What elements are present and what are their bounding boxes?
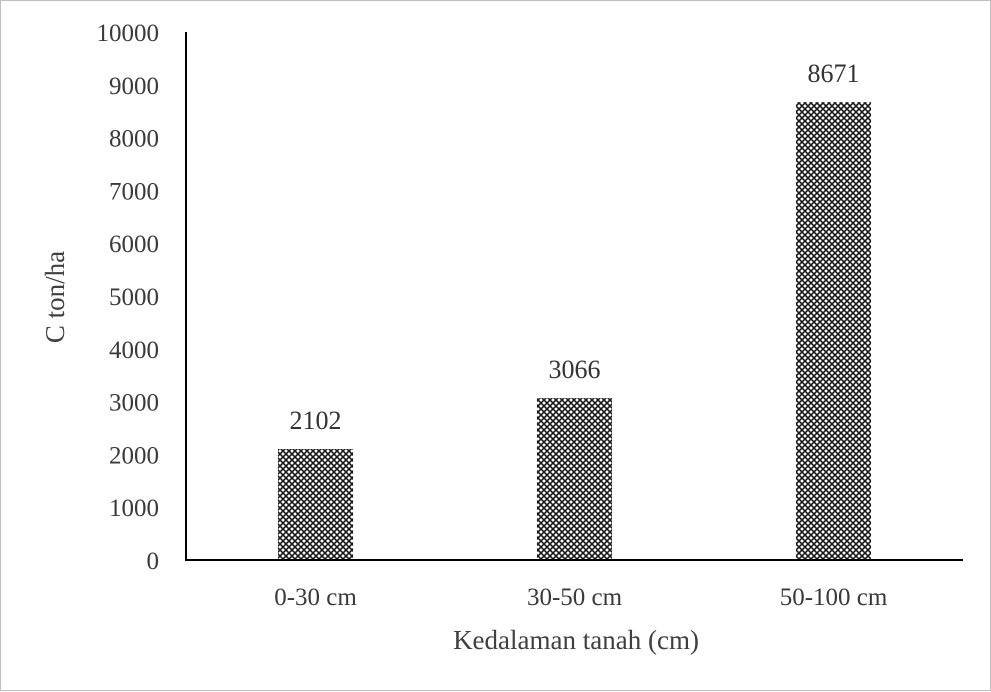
x-tick-label: 50-100 cm bbox=[780, 584, 888, 611]
y-tick-label: 3000 bbox=[109, 390, 159, 417]
y-tick-label: 6000 bbox=[109, 231, 159, 258]
y-tick-label: 10000 bbox=[97, 20, 160, 47]
y-tick-label: 1000 bbox=[109, 495, 159, 522]
data-labels: 2102 3066 8671 bbox=[290, 59, 860, 435]
bar-data-label: 8671 bbox=[808, 59, 860, 88]
y-axis-ticks: 0 1000 2000 3000 4000 5000 6000 7000 8000 9000 100… bbox=[97, 20, 160, 575]
y-tick-label: 4000 bbox=[109, 337, 159, 364]
y-tick-label: 7000 bbox=[109, 178, 159, 205]
bars bbox=[277, 102, 872, 560]
y-tick-label: 0 bbox=[147, 548, 160, 575]
bar-data-label: 2102 bbox=[290, 406, 342, 435]
bar bbox=[277, 449, 354, 560]
y-axis-title: C ton/ha bbox=[40, 251, 70, 343]
bar bbox=[536, 398, 613, 560]
x-tick-label: 30-50 cm bbox=[527, 584, 623, 611]
x-tick-label: 0-30 cm bbox=[274, 584, 357, 611]
y-tick-label: 5000 bbox=[109, 284, 159, 311]
bar-data-label: 3066 bbox=[549, 355, 601, 384]
x-axis-ticks: 0-30 cm 30-50 cm 50-100 cm bbox=[274, 584, 888, 611]
y-tick-label: 9000 bbox=[109, 73, 159, 100]
bar bbox=[795, 102, 872, 560]
x-axis-title: Kedalaman tanah (cm) bbox=[453, 625, 699, 655]
y-tick-label: 8000 bbox=[109, 126, 159, 153]
y-tick-label: 2000 bbox=[109, 442, 159, 469]
